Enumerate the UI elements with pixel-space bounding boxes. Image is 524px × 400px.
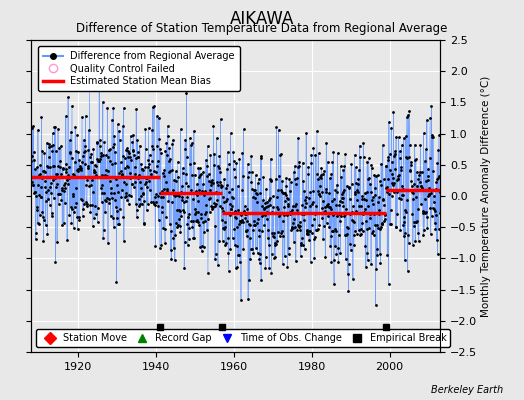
Text: AIKAWA: AIKAWA xyxy=(230,10,294,28)
Text: Difference of Station Temperature Data from Regional Average: Difference of Station Temperature Data f… xyxy=(77,22,447,35)
Legend: Station Move, Record Gap, Time of Obs. Change, Empirical Break: Station Move, Record Gap, Time of Obs. C… xyxy=(36,329,450,347)
Text: Berkeley Earth: Berkeley Earth xyxy=(431,385,503,395)
Y-axis label: Monthly Temperature Anomaly Difference (°C): Monthly Temperature Anomaly Difference (… xyxy=(481,75,491,317)
